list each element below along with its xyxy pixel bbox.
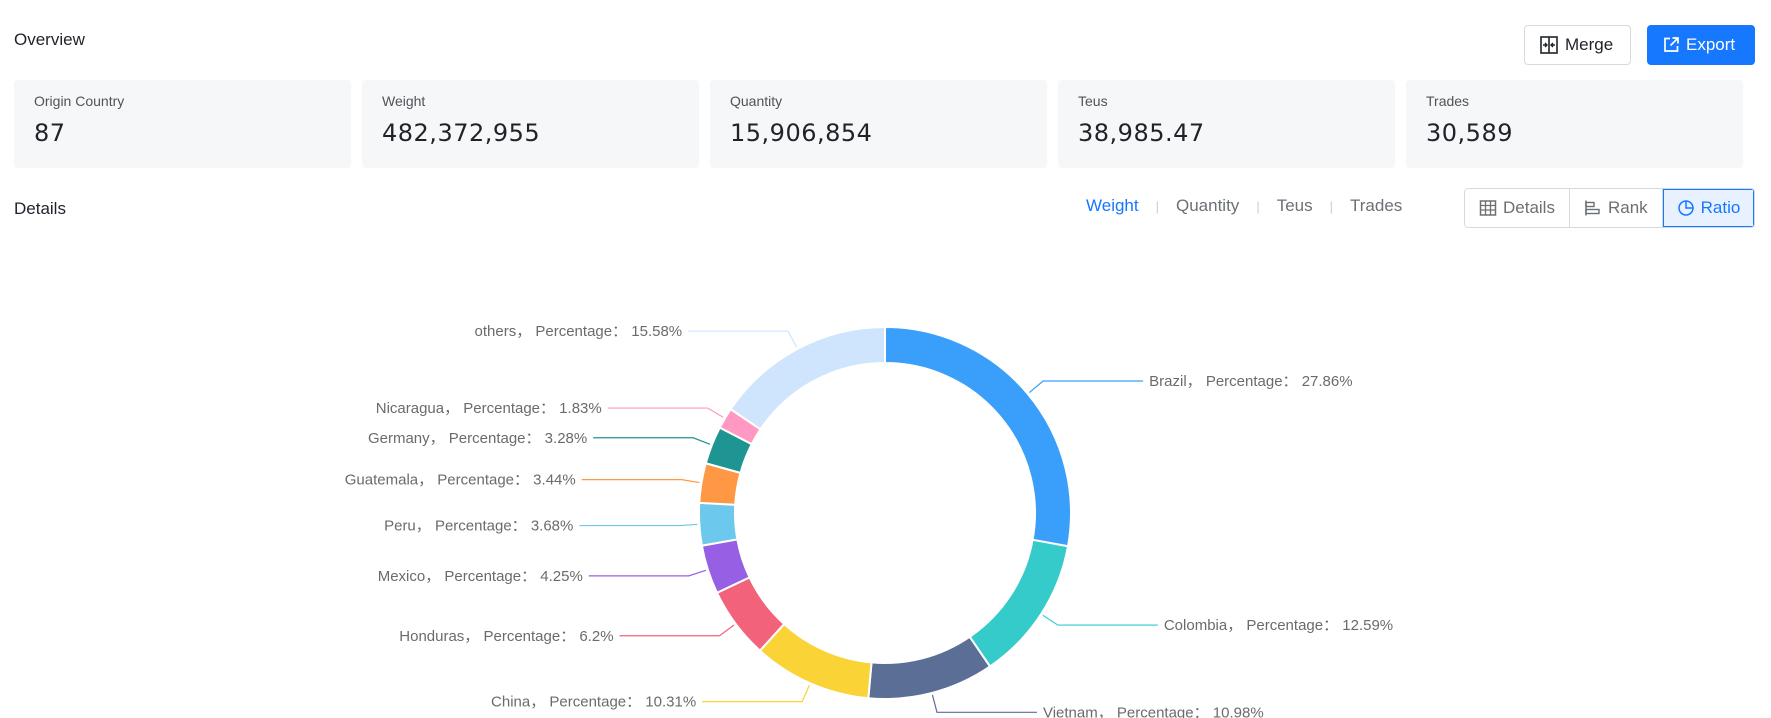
view-toggle-group: Details Rank Ratio: [1464, 188, 1756, 228]
stat-value: 482,372,955: [382, 119, 541, 147]
donut-chart: Brazil， Percentage： 27.86% Colombia， Perc…: [345, 323, 1393, 718]
tab-quantity[interactable]: Quantity: [1176, 196, 1240, 215]
stat-label: Trades: [1426, 93, 1470, 109]
slice-china[interactable]: [758, 622, 873, 700]
leader-line-brazil: [1028, 380, 1144, 393]
tab-divider: |: [1329, 198, 1334, 214]
slice-label-china: China， Percentage： 10.31%: [491, 694, 696, 711]
merge-button[interactable]: Merge: [1524, 25, 1631, 65]
view-rank-label: Rank: [1607, 198, 1648, 217]
leader-line-guatemala: [581, 479, 700, 484]
stat-card-teus: Teus 38,985.47: [1058, 80, 1395, 168]
stat-label: Weight: [382, 93, 426, 109]
leader-line-honduras: [619, 624, 735, 637]
slice-label-peru: Peru， Percentage： 3.68%: [384, 518, 573, 535]
tab-weight[interactable]: Weight: [1086, 196, 1139, 215]
view-ratio-button[interactable]: Ratio: [1662, 189, 1755, 227]
metric-tabs: Weight | Quantity | Teus | Trades: [1086, 196, 1402, 216]
slice-label-nicaragua: Nicaragua， Percentage： 1.83%: [376, 400, 602, 417]
slice-label-mexico: Mexico， Percentage： 4.25%: [378, 568, 583, 585]
slice-label-brazil: Brazil， Percentage： 27.86%: [1149, 373, 1352, 390]
stat-value: 38,985.47: [1078, 119, 1205, 147]
tab-divider: |: [1256, 198, 1260, 214]
view-rank-button[interactable]: Rank: [1569, 189, 1663, 227]
slice-label-vietnam: Vietnam， Percentage： 10.98%: [1043, 704, 1264, 718]
leader-line-others: [688, 330, 798, 348]
stat-value: 30,589: [1426, 119, 1513, 147]
stat-value: 15,906,854: [730, 119, 873, 147]
stat-value: 87: [34, 119, 66, 147]
stat-label: Quantity: [730, 93, 783, 109]
stat-card-trades: Trades 30,589: [1406, 80, 1743, 168]
view-details-label: Details: [1503, 198, 1555, 217]
tab-divider: |: [1155, 198, 1159, 214]
slice-peru[interactable]: [698, 501, 739, 547]
slice-brazil[interactable]: [884, 325, 1072, 548]
slice-label-guatemala: Guatemala， Percentage： 3.44%: [345, 472, 576, 489]
leader-line-nicaragua: [607, 407, 724, 418]
stat-card-quantity: Quantity 15,906,854: [710, 80, 1047, 168]
view-details-button[interactable]: Details: [1465, 189, 1570, 227]
slice-vietnam[interactable]: [867, 635, 992, 700]
leader-line-china: [702, 684, 810, 703]
stat-card-weight: Weight 482,372,955: [362, 80, 699, 168]
slice-label-colombia: Colombia， Percentage： 12.59%: [1164, 617, 1393, 634]
merge-label: Merge: [1565, 35, 1614, 54]
tab-teus[interactable]: Teus: [1276, 196, 1313, 215]
slice-label-others: others， Percentage： 15.58%: [475, 323, 683, 340]
leader-line-mexico: [588, 569, 707, 577]
slice-colombia[interactable]: [968, 538, 1070, 668]
export-button[interactable]: Export: [1647, 25, 1755, 65]
details-title: Details: [14, 199, 66, 218]
merge-icon: [1540, 36, 1558, 54]
leader-line-germany: [593, 437, 711, 445]
slice-label-germany: Germany， Percentage： 3.28%: [368, 430, 587, 447]
stat-label: Teus: [1078, 93, 1108, 109]
view-ratio-label: Ratio: [1700, 198, 1741, 217]
bar-rank-icon: [1585, 200, 1600, 216]
overview-title: Overview: [14, 30, 85, 49]
external-link-icon: [1664, 37, 1679, 52]
stat-card-origin-country: Origin Country 87: [14, 80, 351, 168]
leader-line-vietnam: [931, 694, 1037, 713]
table-icon: [1479, 200, 1497, 216]
slice-others[interactable]: [729, 325, 886, 431]
pie-chart-icon: [1677, 200, 1694, 216]
tab-trades[interactable]: Trades: [1350, 196, 1403, 215]
slice-label-honduras: Honduras， Percentage： 6.2%: [399, 628, 613, 645]
export-label: Export: [1686, 35, 1736, 54]
leader-line-peru: [579, 523, 698, 527]
leader-line-colombia: [1042, 614, 1158, 626]
stat-label: Origin Country: [34, 93, 125, 109]
